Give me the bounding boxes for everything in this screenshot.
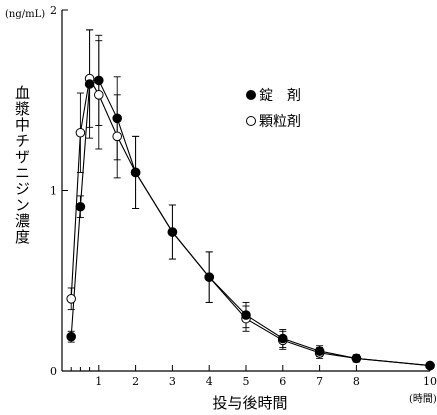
- filled-data-point: [314, 346, 325, 356]
- x-tick-label: 2: [132, 375, 139, 388]
- y-tick-label: 2: [50, 4, 57, 17]
- legend-marker-granule: [246, 116, 256, 126]
- legend-label-tablet: 錠 剤: [259, 88, 301, 104]
- x-tick-label: 1: [95, 375, 102, 388]
- x-tick-label: 7: [316, 375, 323, 388]
- open-data-point: [75, 127, 86, 138]
- x-tick-label: 8: [353, 375, 360, 388]
- x-axis-label: 投与後時間: [212, 394, 287, 412]
- error-bars: [67, 29, 434, 368]
- x-tick-label: 4: [206, 375, 213, 388]
- filled-data-point: [241, 310, 251, 320]
- x-tick-label: 5: [243, 375, 250, 388]
- series-markers: [66, 73, 435, 371]
- filled-data-point: [351, 353, 362, 364]
- legend-marker-tablet: [246, 90, 256, 100]
- y-axis-unit: (ng/mL): [5, 9, 45, 20]
- filled-data-point: [278, 333, 288, 344]
- legend-label-granule: 顆粒剤: [259, 114, 301, 130]
- filled-data-point: [75, 201, 86, 212]
- filled-data-point: [204, 272, 214, 282]
- filled-data-point: [112, 113, 122, 124]
- open-data-point: [112, 131, 122, 142]
- filled-data-point: [130, 167, 141, 178]
- x-tick-label: 10: [423, 375, 437, 388]
- filled-data-point: [167, 227, 178, 237]
- filled-data-point: [425, 360, 435, 371]
- y-axis-label: 血漿中チザニジン濃度: [13, 85, 31, 245]
- x-tick-label: 6: [279, 375, 286, 388]
- tick-labels: 0 1 2 1 2 3 4 5 6 7 8 10: [50, 4, 437, 388]
- y-tick-label: 1: [50, 185, 57, 198]
- filled-data-point: [94, 75, 104, 86]
- filled-data-point: [66, 331, 76, 342]
- filled-data-point: [84, 79, 95, 89]
- x-tick-label: 3: [169, 375, 176, 388]
- open-data-point: [94, 90, 104, 100]
- y-tick-label: 0: [50, 365, 57, 378]
- x-axis-unit: (時間): [409, 393, 437, 405]
- open-data-point: [66, 294, 76, 304]
- legend: 錠 剤 顆粒剤: [246, 88, 301, 130]
